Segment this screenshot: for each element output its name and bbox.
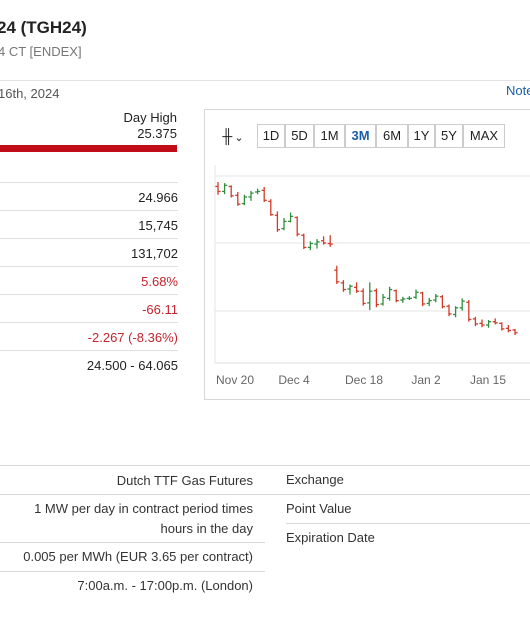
- range-1y-button[interactable]: 1Y: [408, 124, 435, 148]
- day-high-label: Day High: [123, 110, 177, 125]
- spec-divider: [286, 523, 530, 524]
- quote-date: 16th, 2024: [0, 86, 60, 101]
- stat-value: 24.500 - 64.065: [86, 358, 178, 373]
- chart-type-selector[interactable]: ╫ ⌄: [215, 124, 251, 148]
- stat-value: -2.267 (-8.36%): [87, 330, 178, 345]
- stat-value: -66.11: [142, 302, 178, 317]
- range-5d-button[interactable]: 5D: [285, 124, 314, 148]
- spec-label-expiration-date: Expiration Date: [286, 530, 375, 545]
- range-1m-button[interactable]: 1M: [314, 124, 345, 148]
- range-max-button[interactable]: MAX: [463, 124, 505, 148]
- header-divider: [0, 80, 530, 81]
- stat-row: 5.68%: [0, 266, 178, 295]
- notes-link[interactable]: Note: [506, 83, 530, 98]
- spec-divider: [0, 494, 530, 495]
- spec-value-trading-hours: 7:00a.m. - 17:00p.m. (London): [77, 578, 253, 593]
- contract-subtitle: 4 CT [ENDEX]: [0, 44, 82, 59]
- chevron-down-icon: ⌄: [234, 132, 244, 144]
- stat-row: -2.267 (-8.36%): [0, 322, 178, 351]
- spec-label-exchange: Exchange: [286, 472, 344, 487]
- spec-value-point-value-line1: 1 MW per day in contract period times: [34, 501, 253, 516]
- stat-value: 15,745: [138, 218, 178, 233]
- stat-row: -66.11: [0, 294, 178, 323]
- range-6m-button[interactable]: 6M: [376, 124, 408, 148]
- stat-value: 5.68%: [141, 274, 178, 289]
- page-title: 24 (TGH24): [0, 18, 87, 37]
- range-3m-button[interactable]: 3M: [345, 124, 376, 148]
- day-range-bar: [0, 145, 177, 152]
- day-high-value: 25.375: [137, 126, 177, 141]
- spec-value-exchange: Dutch TTF Gas Futures: [116, 473, 253, 488]
- x-axis-tick-label: Nov 20: [216, 373, 254, 387]
- x-axis-tick-label: Jan 2: [411, 373, 441, 387]
- spec-value-tick-size: 0.005 per MWh (EUR 3.65 per contract): [23, 549, 253, 564]
- stat-row: 24.966: [0, 182, 178, 211]
- stat-value: 131,702: [131, 246, 178, 261]
- spec-divider: [0, 571, 265, 572]
- x-axis-tick-label: Jan 15: [470, 373, 506, 387]
- stat-row: 131,702: [0, 238, 178, 267]
- stat-row: 24.500 - 64.065: [0, 350, 178, 379]
- ohlc-chart: Nov 20 Dec 4 Dec 18 Jan 2 Jan 15: [214, 165, 530, 387]
- range-1d-button[interactable]: 1D: [257, 124, 285, 148]
- spec-label-point-value: Point Value: [286, 501, 352, 516]
- spec-divider: [0, 465, 530, 466]
- x-axis-tick-label: Dec 4: [278, 373, 310, 387]
- stat-value: 24.966: [138, 190, 178, 205]
- spec-value-point-value-line2: hours in the day: [160, 521, 253, 536]
- price-chart-panel: ╫ ⌄ 1D 5D 1M 3M 6M 1Y 5Y MAX Nov 20 Dec 4 D…: [204, 109, 530, 400]
- stat-row: 15,745: [0, 210, 178, 239]
- x-axis-tick-label: Dec 18: [345, 373, 383, 387]
- ohlc-bars-icon: ╫: [222, 128, 233, 144]
- range-5y-button[interactable]: 5Y: [435, 124, 463, 148]
- spec-divider: [0, 542, 265, 543]
